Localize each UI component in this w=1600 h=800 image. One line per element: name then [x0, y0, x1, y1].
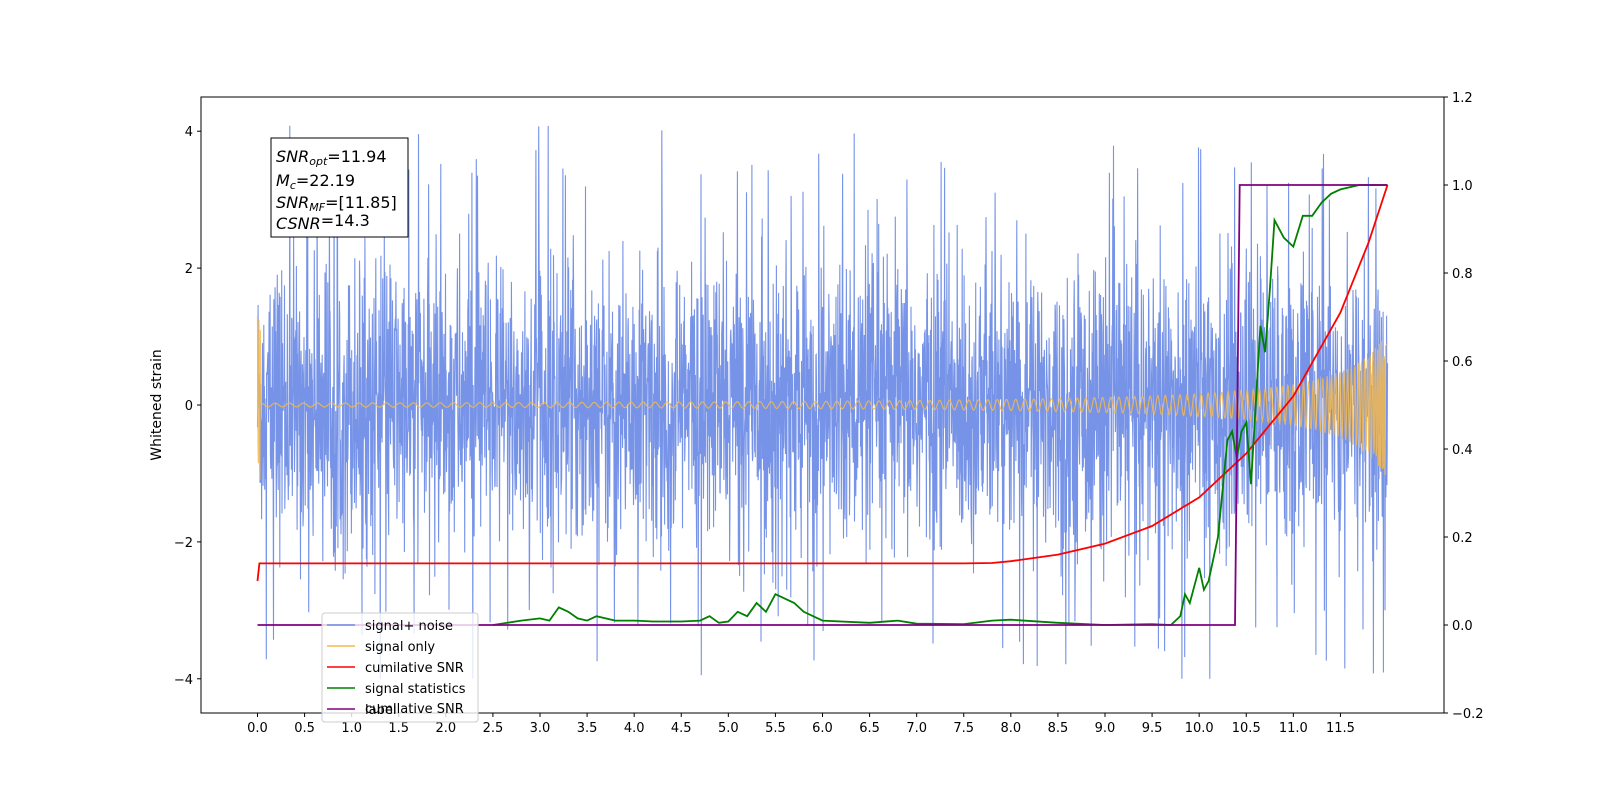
y-axis-right: 1.2 1.0 0.8 0.6 0.4 0.2 0.0 −0.2 [1444, 91, 1484, 722]
y2-tick-label: 0.0 [1452, 619, 1473, 634]
y-tick-label: 0 [185, 399, 193, 414]
x-tick-label: 8.0 [1000, 721, 1021, 736]
annotation-value: =14.3 [321, 211, 370, 230]
x-tick-label: 4.5 [671, 721, 692, 736]
x-tick-label: 7.0 [906, 721, 927, 736]
legend-ghost-text: cumilative SNR [365, 702, 464, 717]
annotation-sub: c [290, 179, 296, 192]
x-tick-label: 1.0 [341, 721, 362, 736]
y2-tick-label: 1.2 [1452, 91, 1473, 106]
x-tick-label: 3.0 [530, 721, 551, 736]
y-tick-label: 4 [185, 125, 193, 140]
y-tick-label: −2 [174, 536, 193, 551]
x-tick-label: 5.0 [718, 721, 739, 736]
annotation-sub: opt [309, 155, 328, 168]
signal-only-line [256, 315, 1388, 480]
annotation-base: SNR [276, 193, 309, 212]
annotation-value: =11.94 [327, 147, 386, 166]
label-line [257, 184, 1388, 626]
signal-statistics-line [492, 184, 1388, 626]
annotation-base: SNR [276, 147, 309, 166]
annotation-frame [270, 137, 409, 238]
x-tick-label: 2.0 [435, 721, 456, 736]
annotation-box: SNRopt=11.94 Mc=22.19 SNRMF=[11.85] CSNR… [270, 137, 409, 238]
y2-tick-label: 0.2 [1452, 531, 1473, 546]
x-tick-label: 4.0 [624, 721, 645, 736]
x-tick-label: 5.5 [765, 721, 786, 736]
y-tick-label: −4 [174, 673, 193, 688]
annotation-value: =[11.85] [325, 193, 397, 212]
y2-tick-label: 1.0 [1452, 179, 1473, 194]
x-tick-label: 10.0 [1185, 721, 1214, 736]
annotation-base: CSNR [276, 214, 321, 233]
annotation-line: Mc=22.19 [276, 171, 355, 192]
legend-label: label [365, 703, 396, 718]
x-tick-label: 6.0 [812, 721, 833, 736]
x-tick-label: 6.5 [859, 721, 880, 736]
legend-label: signal+ noise [365, 619, 453, 634]
annotation-line: SNRMF=[11.85] [276, 193, 397, 214]
legend-label: signal only [365, 640, 435, 655]
x-tick-label: 0.5 [294, 721, 315, 736]
y2-tick-label: 0.4 [1452, 443, 1473, 458]
annotation-sub: MF [309, 201, 325, 214]
x-tick-label: 9.0 [1095, 721, 1116, 736]
cumulative-snr-line [256, 184, 1389, 582]
y2-tick-label: 0.8 [1452, 267, 1473, 282]
y2-tick-label: 0.6 [1452, 355, 1473, 370]
annotation-base: M [276, 171, 290, 190]
x-tick-label: 7.5 [953, 721, 974, 736]
signal-plus-noise-line [256, 125, 1389, 679]
x-tick-label: 10.5 [1232, 721, 1261, 736]
legend-frame [321, 612, 479, 723]
x-tick-label: 3.5 [577, 721, 598, 736]
x-tick-label: 11.5 [1326, 721, 1355, 736]
x-tick-label: 11.0 [1279, 721, 1308, 736]
x-tick-label: 1.5 [388, 721, 409, 736]
y-axis-left: 4 2 0 −2 −4 [174, 125, 201, 688]
annotation-line: SNRopt=11.94 [276, 147, 387, 168]
y2-tick-label: −0.2 [1452, 707, 1484, 722]
annotation-line: CSNR=14.3 [276, 211, 370, 233]
legend-label: signal statistics [365, 682, 466, 697]
legend: cumilative SNR signal+ noise signal only… [321, 612, 479, 723]
plot-area [256, 125, 1389, 679]
annotation-value: =22.19 [296, 171, 355, 190]
x-tick-label: 9.5 [1142, 721, 1163, 736]
x-axis: 0.0 0.5 1.0 1.5 2.0 2.5 3.0 3.5 4.0 4.5 5.0 5.5 6.0 6… [247, 713, 1355, 736]
x-tick-label: 2.5 [483, 721, 504, 736]
x-tick-label: 0.0 [247, 721, 268, 736]
y-axis-label: Whitened strain [149, 349, 165, 460]
legend-label: cumilative SNR [365, 661, 464, 676]
x-tick-label: 8.5 [1048, 721, 1069, 736]
y-tick-label: 2 [185, 262, 193, 277]
